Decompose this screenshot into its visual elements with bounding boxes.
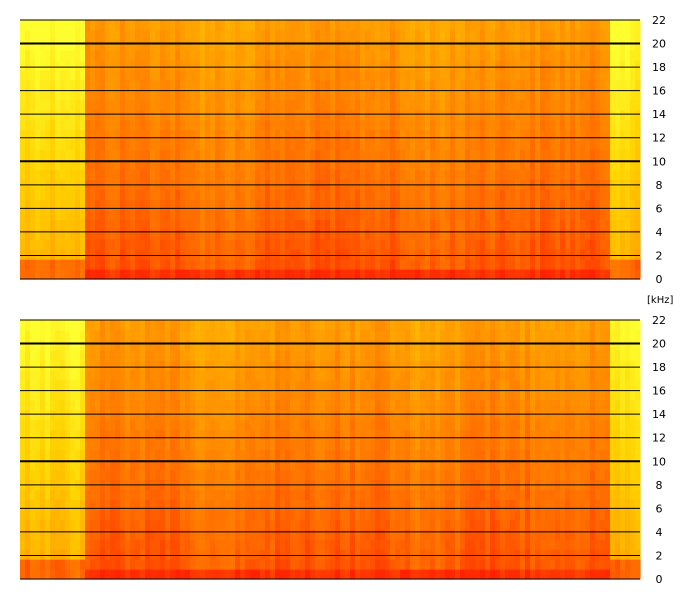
y-tick-label-16: 16 bbox=[652, 85, 666, 98]
y-tick-label-4: 4 bbox=[656, 526, 663, 539]
y-tick-label-6: 6 bbox=[656, 202, 663, 215]
y-tick-label-20: 20 bbox=[652, 338, 666, 351]
y-tick-label-0: 0 bbox=[656, 573, 663, 586]
y-tick-label-12: 12 bbox=[652, 132, 666, 145]
y-tick-label-8: 8 bbox=[656, 479, 663, 492]
y-tick-label-12: 12 bbox=[652, 432, 666, 445]
y-tick-label-18: 18 bbox=[652, 361, 666, 374]
y-tick-label-6: 6 bbox=[656, 502, 663, 515]
y-tick-label-8: 8 bbox=[656, 179, 663, 192]
spectrogram-panel-2: 0 2 4 6 8 10 12 14 16 18 20 22 bbox=[20, 314, 666, 586]
y-tick-label-14: 14 bbox=[652, 108, 666, 121]
spectrogram-cells bbox=[20, 20, 641, 280]
y-tick-label-10: 10 bbox=[652, 155, 666, 168]
spectrogram-panel-1: 0 2 4 6 8 10 12 14 16 18 20 22 bbox=[20, 14, 666, 286]
y-tick-label-22: 22 bbox=[652, 314, 666, 327]
y-tick-label-18: 18 bbox=[652, 61, 666, 74]
y-tick-label-20: 20 bbox=[652, 38, 666, 51]
y-tick-label-10: 10 bbox=[652, 455, 666, 468]
y-tick-label-4: 4 bbox=[656, 226, 663, 239]
frequency-unit-label: [kHz] bbox=[647, 295, 673, 306]
y-tick-label-22: 22 bbox=[652, 14, 666, 27]
y-tick-label-14: 14 bbox=[652, 408, 666, 421]
y-tick-label-2: 2 bbox=[656, 249, 663, 262]
spectrogram-cells bbox=[20, 320, 641, 580]
y-tick-label-0: 0 bbox=[656, 273, 663, 286]
y-tick-label-16: 16 bbox=[652, 385, 666, 398]
y-tick-label-2: 2 bbox=[656, 549, 663, 562]
